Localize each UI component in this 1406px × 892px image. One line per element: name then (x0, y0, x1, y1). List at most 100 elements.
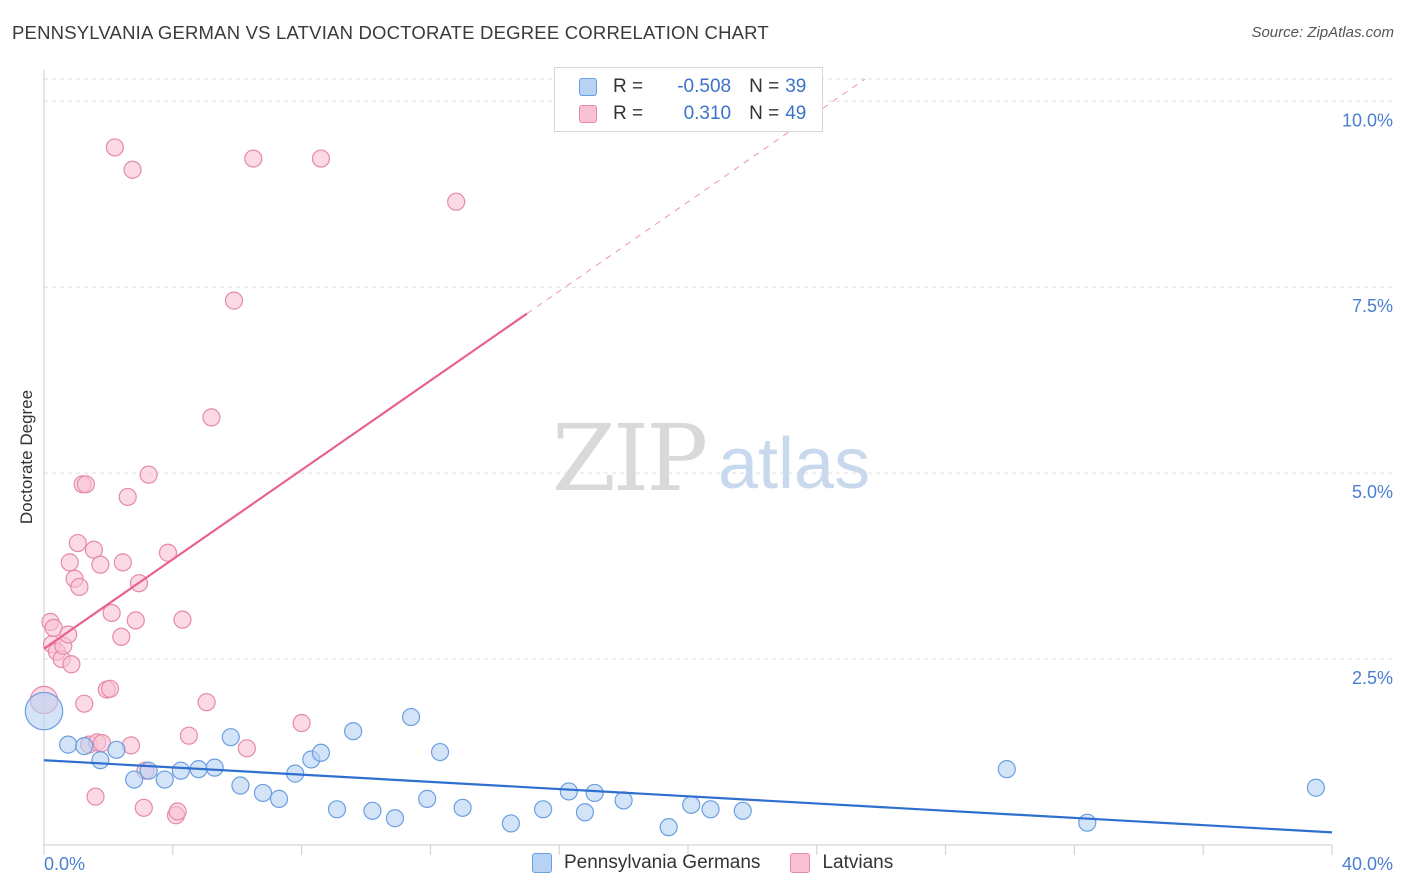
blue-swatch (532, 853, 552, 873)
latvian-trendline-solid (43, 312, 528, 650)
tick-labels: 2.5% 5.0% 7.5% 10.0% 0.0% 40.0% (44, 110, 1393, 874)
y-tick-label: 5.0% (1352, 482, 1393, 502)
latvian-point (105, 138, 124, 157)
latvian-point (68, 533, 87, 553)
latvian-trendline-dashed (526, 78, 866, 314)
latvian-point (113, 553, 132, 572)
r-value: -0.508 (677, 76, 732, 97)
pennsylvania-german-point (91, 751, 110, 770)
pennsylvania-german-point (231, 776, 250, 795)
latvian-point (197, 693, 216, 712)
latvian-point (112, 627, 131, 646)
latvian-point (91, 555, 110, 574)
legend-item-pennsylvania-germans[interactable]: Pennsylvania Germans (532, 852, 760, 874)
pennsylvania-german-point (430, 742, 450, 762)
latvian-point (224, 291, 244, 310)
legend-row-latvians: R = 0.310 N = 49 (579, 101, 806, 127)
pennsylvania-german-point (59, 735, 78, 754)
latvian-point (123, 160, 142, 179)
latvian-point (173, 610, 192, 629)
chart-title: PENNSYLVANIA GERMAN VS LATVIAN DOCTORATE… (12, 22, 769, 43)
latvian-point (292, 713, 311, 733)
n-value: 39 (785, 76, 807, 97)
pennsylvania-german-point (733, 801, 752, 820)
pennsylvania-german-point (385, 809, 405, 828)
latvian-point (134, 798, 153, 817)
watermark-atlas: atlas (718, 424, 870, 504)
pennsylvania-german-point (575, 803, 595, 822)
latvian-point (62, 655, 81, 674)
pennsylvania-german-trendline-solid (43, 759, 1333, 834)
pennsylvania-german-point (205, 758, 224, 777)
gridlines (44, 78, 1392, 660)
legend-label: Pennsylvania Germans (564, 852, 761, 873)
y-tick-label: 7.5% (1352, 296, 1393, 316)
pennsylvania-german-point (401, 707, 421, 727)
pennsylvania-german-point (327, 800, 347, 819)
legend-row-pennsylvania-germans: R = -0.508 N = 39 (579, 74, 806, 100)
x-tick-label-start: 0.0% (44, 854, 85, 874)
pennsylvania-german-point (171, 761, 190, 780)
watermark: ZIP atlas (552, 405, 870, 512)
y-tick-label: 2.5% (1352, 668, 1393, 688)
r-label: R = (613, 103, 644, 124)
watermark-zip: ZIP (552, 405, 705, 512)
latvian-point (100, 679, 120, 698)
pink-swatch (579, 105, 597, 123)
pennsylvania-german-point (311, 743, 331, 762)
latvian-point (76, 475, 95, 494)
n-label: N = (749, 103, 780, 124)
pennsylvania-german-point (418, 789, 437, 808)
latvian-point (168, 802, 187, 821)
pennsylvania-german-point (344, 722, 363, 741)
pink-swatch (790, 853, 811, 873)
latvian-point (202, 408, 221, 427)
pennsylvania-german-point (701, 800, 720, 819)
latvian-point (158, 543, 178, 562)
legend-label: Latvians (822, 852, 894, 873)
latvian-point (244, 149, 263, 168)
pennsylvania-german-point (614, 791, 633, 810)
latvian-point (179, 726, 198, 745)
latvian-point (102, 603, 121, 623)
pennsylvania-german-point (533, 800, 553, 819)
pennsylvania-german-point (107, 740, 126, 759)
pennsylvania-german-point (75, 736, 94, 756)
n-value: 49 (785, 103, 807, 124)
latvian-point (447, 192, 466, 211)
pennsylvania-german-point (1306, 778, 1326, 797)
y-tick-label: 10.0% (1342, 110, 1393, 130)
series-legend: Pennsylvania Germans Latvians (532, 852, 923, 874)
blue-swatch (579, 78, 597, 96)
legend-item-latvians[interactable]: Latvians (790, 852, 893, 874)
pennsylvania-german-point (659, 818, 678, 837)
pennsylvania-german-point (501, 814, 520, 833)
r-value: 0.310 (683, 103, 732, 124)
trend-lines (43, 78, 1333, 834)
latvian-point (70, 577, 89, 597)
pennsylvania-german-point (1078, 813, 1097, 832)
latvian-point (126, 611, 145, 630)
pennsylvania-german-point (24, 691, 64, 731)
pennsylvania-german-point (221, 728, 240, 747)
pennsylvania-german-point (363, 801, 382, 820)
pennsylvania-german-point (453, 798, 472, 817)
latvian-point (60, 553, 79, 572)
latvian-point (237, 739, 256, 758)
pennsylvania-german-point (253, 783, 273, 803)
blue-points (24, 691, 1326, 837)
latvian-point (75, 694, 94, 713)
x-tick-label-end: 40.0% (1342, 854, 1393, 874)
pennsylvania-german-point (125, 770, 144, 789)
source-label: Source: ZipAtlas.com (1251, 24, 1394, 41)
pennsylvania-german-point (682, 795, 701, 814)
n-label: N = (749, 76, 780, 97)
latvian-point (118, 487, 137, 507)
pennsylvania-german-point (559, 782, 578, 801)
latvian-point (139, 465, 158, 484)
pink-points (29, 138, 466, 825)
correlation-legend: R = -0.508 N = 39 R = 0.310 N = 49 (554, 67, 823, 132)
pennsylvania-german-point (269, 789, 289, 808)
pennsylvania-german-point (997, 760, 1016, 779)
